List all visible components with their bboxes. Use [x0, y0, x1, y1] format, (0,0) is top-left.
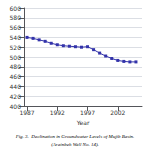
- svg-text:540: 540: [10, 34, 22, 41]
- svg-text:580: 580: [10, 14, 22, 21]
- svg-text:520: 520: [10, 44, 22, 51]
- svg-text:1997: 1997: [80, 109, 95, 116]
- svg-text:500: 500: [10, 54, 22, 61]
- svg-text:480: 480: [10, 63, 22, 70]
- svg-text:2002: 2002: [110, 109, 125, 116]
- svg-text:420: 420: [10, 93, 22, 100]
- svg-text:Fig. 3. Declination in Ground: Fig. 3. Declination in Groundwater Level…: [15, 134, 135, 139]
- svg-text:400: 400: [9, 102, 21, 110]
- svg-text:600: 600: [10, 5, 22, 12]
- svg-text:(Arainbeh Well No. 14).: (Arainbeh Well No. 14).: [51, 142, 99, 147]
- svg-text:440: 440: [10, 83, 22, 90]
- svg-text:560: 560: [10, 24, 22, 31]
- svg-text:1992: 1992: [50, 109, 65, 116]
- svg-text:Year: Year: [76, 119, 90, 126]
- svg-text:1987: 1987: [19, 109, 34, 116]
- svg-text:460: 460: [10, 73, 22, 80]
